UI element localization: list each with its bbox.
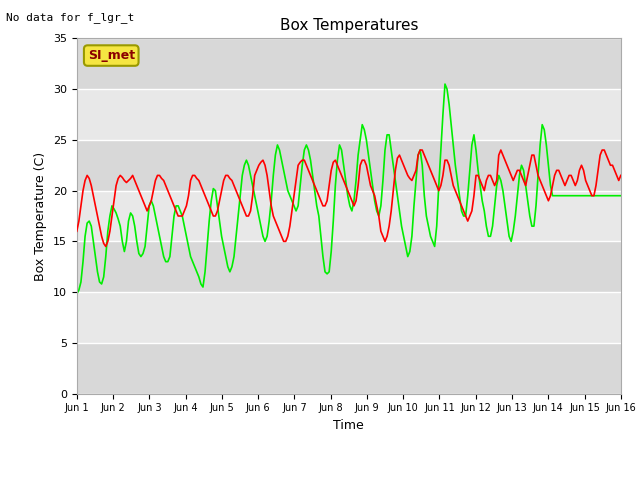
Bar <box>77 343 621 394</box>
Bar <box>77 241 621 292</box>
Legend: CR1000 Panel T, Tower Air T: CR1000 Panel T, Tower Air T <box>209 478 488 480</box>
Title: Box Temperatures: Box Temperatures <box>280 18 418 33</box>
Text: SI_met: SI_met <box>88 49 135 62</box>
Text: No data for f_lgr_t: No data for f_lgr_t <box>6 12 134 23</box>
Y-axis label: Box Temperature (C): Box Temperature (C) <box>35 151 47 281</box>
Bar <box>77 292 621 343</box>
Bar <box>77 140 621 191</box>
X-axis label: Time: Time <box>333 419 364 432</box>
Bar <box>77 38 621 89</box>
Bar <box>77 191 621 241</box>
Bar <box>77 89 621 140</box>
